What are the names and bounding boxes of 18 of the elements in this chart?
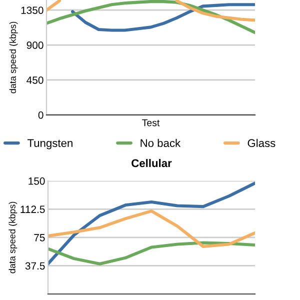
y-tick-label: 150 [28, 177, 45, 185]
chart-title: Cellular [132, 158, 172, 168]
y-tick-label: 1350 [21, 6, 44, 14]
line-series [48, 241, 255, 266]
y-tick-label: 900 [26, 42, 44, 49]
y-tick-label: 112.5 [20, 206, 45, 214]
legend-label: No back [140, 138, 181, 148]
y-tick-label: 450 [26, 76, 44, 84]
line-series [71, 3, 255, 32]
y-tick-label: 37.5 [25, 262, 45, 270]
legend-label: Tungsten [27, 139, 72, 150]
y-tick-label: 75 [34, 234, 45, 242]
y-axis-title: data speed (kbps) [9, 22, 18, 94]
y-axis-title: data speed (kbps) [8, 202, 18, 274]
x-axis-title: Test [142, 119, 160, 126]
y-tick-label: 0 [38, 111, 44, 119]
line-series [48, 210, 255, 248]
legend-label: Glass [248, 138, 276, 148]
